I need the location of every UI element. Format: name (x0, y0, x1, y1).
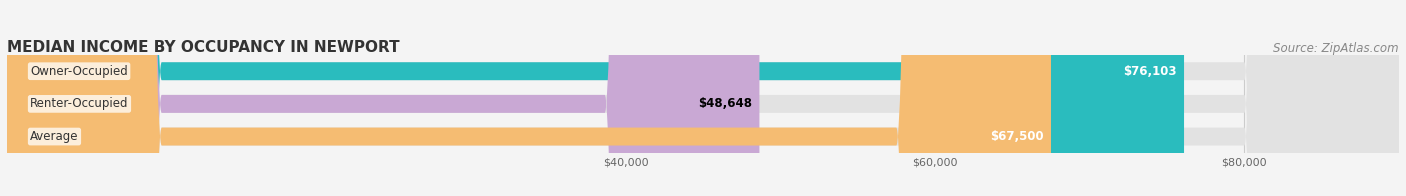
Text: Owner-Occupied: Owner-Occupied (31, 65, 128, 78)
FancyBboxPatch shape (7, 0, 1399, 196)
FancyBboxPatch shape (7, 0, 1050, 196)
Text: Renter-Occupied: Renter-Occupied (31, 97, 129, 110)
FancyBboxPatch shape (7, 0, 1399, 196)
FancyBboxPatch shape (7, 0, 1399, 196)
Text: $48,648: $48,648 (697, 97, 752, 110)
FancyBboxPatch shape (7, 0, 1184, 196)
Text: MEDIAN INCOME BY OCCUPANCY IN NEWPORT: MEDIAN INCOME BY OCCUPANCY IN NEWPORT (7, 40, 399, 55)
Text: $67,500: $67,500 (990, 130, 1043, 143)
FancyBboxPatch shape (7, 0, 759, 196)
Text: $76,103: $76,103 (1123, 65, 1177, 78)
Text: Source: ZipAtlas.com: Source: ZipAtlas.com (1274, 42, 1399, 55)
Text: Average: Average (31, 130, 79, 143)
